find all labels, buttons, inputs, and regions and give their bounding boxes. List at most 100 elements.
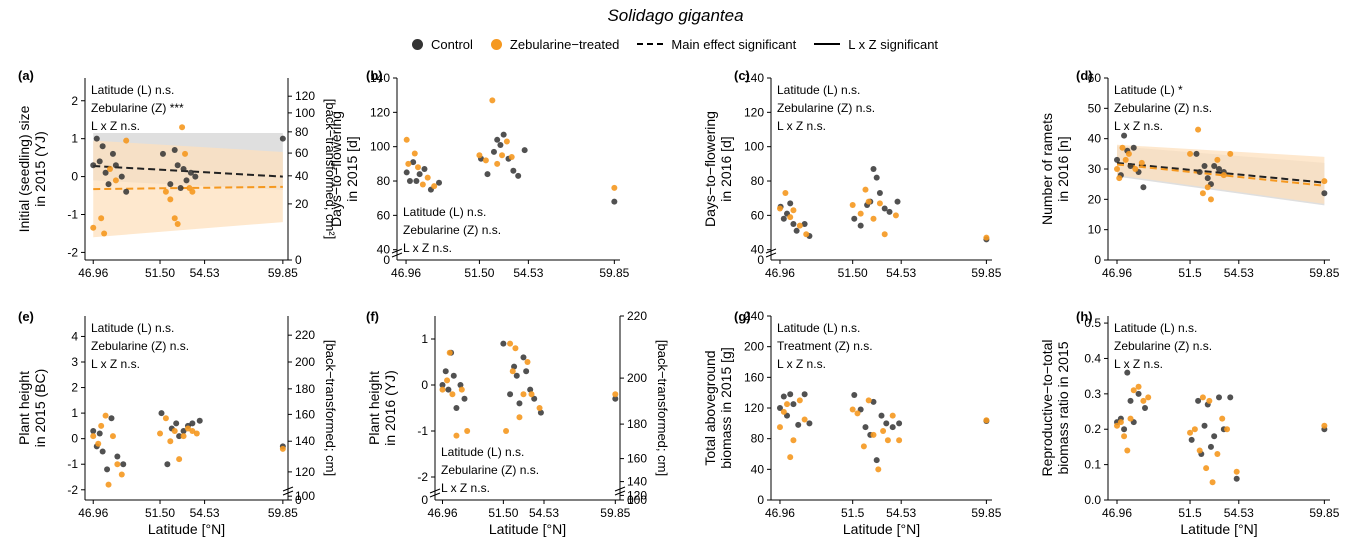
data-point-zebularine	[503, 428, 510, 434]
data-point-control	[171, 147, 178, 154]
y-axis-label: biomass in 2015 [g]	[718, 347, 734, 468]
data-point-control	[896, 420, 903, 427]
data-point-control	[105, 181, 112, 188]
x-tick-label: 59.85	[599, 266, 629, 280]
data-point-zebularine	[1145, 394, 1152, 401]
data-point-control	[484, 171, 491, 178]
y-tick-label: 100	[370, 140, 390, 154]
panel-1: (b) 40 60 80 100 120 140 046.96 51.50 54.53 59.85 D…	[328, 68, 630, 280]
data-point-control	[1216, 394, 1222, 401]
data-point-control	[790, 401, 797, 408]
data-point-zebularine	[162, 188, 169, 195]
y-tick-label-zero: 0	[383, 253, 390, 267]
data-point-zebularine	[449, 391, 456, 398]
data-point-zebularine	[849, 202, 856, 209]
data-point-zebularine	[1227, 150, 1234, 157]
data-point-zebularine	[167, 438, 174, 445]
y-axis-label: in 2015 [d]	[344, 136, 360, 201]
data-point-control	[167, 181, 174, 188]
data-point-zebularine	[849, 406, 856, 413]
data-point-zebularine	[189, 428, 196, 434]
stats-annotation: L x Z n.s.	[1114, 357, 1163, 371]
data-point-zebularine	[444, 377, 451, 384]
data-point-control	[611, 198, 618, 205]
stats-annotation: Latitude (L) n.s.	[441, 445, 524, 459]
right-tick-label: 120	[295, 89, 315, 103]
data-point-zebularine	[520, 391, 527, 398]
right-tick-label: 160	[295, 407, 315, 421]
data-point-control	[180, 428, 187, 434]
x-tick-label: 46.96	[765, 506, 795, 520]
data-point-zebularine	[1117, 419, 1124, 426]
data-point-control	[442, 368, 449, 375]
data-point-control	[90, 428, 97, 434]
data-point-control	[158, 410, 165, 417]
stats-annotation: L x Z n.s.	[403, 241, 452, 255]
y-tick-label: 0.0	[1084, 493, 1101, 507]
y-tick-label-zero: 0	[421, 493, 428, 507]
right-tick-label: 220	[627, 309, 647, 323]
data-point-control	[1201, 162, 1208, 169]
data-point-zebularine	[860, 443, 867, 450]
data-point-control	[490, 148, 497, 155]
data-point-zebularine	[1130, 387, 1137, 394]
legend-item-main-effect: Main effect significant	[637, 37, 796, 52]
data-point-control	[1195, 397, 1202, 404]
y-tick-label: 120	[744, 105, 764, 119]
data-point-control	[806, 420, 813, 427]
data-point-control	[421, 166, 428, 172]
data-point-zebularine	[1321, 178, 1328, 185]
y-axis-label: Reproductive−to−total	[1039, 340, 1055, 477]
legend-marker-zebularine	[490, 38, 502, 50]
y-tick-label: 160	[744, 370, 764, 384]
y-tick-label: 40	[377, 243, 391, 257]
data-point-zebularine	[776, 205, 783, 212]
data-point-zebularine	[780, 408, 787, 415]
data-point-zebularine	[180, 433, 187, 440]
regression-line-control	[1116, 161, 1325, 184]
data-point-zebularine	[516, 414, 523, 421]
legend-label-control: Control	[431, 36, 473, 52]
data-point-zebularine	[118, 471, 125, 478]
data-point-control	[453, 405, 460, 411]
data-point-control	[500, 131, 507, 138]
data-point-control	[1130, 144, 1137, 151]
legend-label-main-effect: Main effect significant	[671, 36, 797, 52]
data-point-zebularine	[1114, 422, 1121, 429]
data-point-zebularine	[95, 440, 102, 447]
data-point-control	[102, 169, 109, 176]
y-tick-label: 0	[421, 378, 428, 392]
data-point-zebularine	[896, 437, 903, 444]
data-point-control	[894, 198, 901, 205]
data-point-control	[123, 188, 130, 195]
data-point-zebularine	[983, 417, 990, 424]
right-tick-label: 80	[295, 125, 309, 139]
data-point-control	[851, 391, 858, 398]
y-axis-label: in 2016 [n]	[1055, 136, 1071, 201]
y-tick-label: 0	[1094, 253, 1101, 267]
y-tick-label: 20	[1088, 192, 1102, 206]
panel-label: (g)	[734, 309, 751, 324]
data-point-zebularine	[458, 386, 465, 393]
data-point-control	[857, 222, 864, 229]
data-point-zebularine	[419, 181, 426, 188]
right-axis-break-mark	[614, 486, 626, 496]
x-tick-label: 54.53	[190, 506, 220, 520]
data-point-zebularine	[796, 222, 803, 229]
x-tick-label: 59.85	[600, 506, 630, 520]
data-point-control	[494, 136, 501, 143]
data-point-control	[1204, 175, 1211, 182]
y-tick-label: 0.2	[1084, 422, 1101, 436]
data-point-zebularine	[787, 214, 794, 221]
data-point-zebularine	[184, 425, 191, 432]
data-point-zebularine	[176, 456, 183, 463]
data-point-control	[1193, 150, 1200, 157]
axis-break-mark	[391, 248, 403, 258]
data-point-zebularine	[892, 212, 899, 219]
legend-marker-dashed-line	[637, 43, 664, 45]
data-point-control	[886, 208, 893, 215]
x-tick-label: 46.96	[78, 266, 108, 280]
data-point-control	[164, 461, 171, 468]
data-point-zebularine	[803, 231, 810, 238]
